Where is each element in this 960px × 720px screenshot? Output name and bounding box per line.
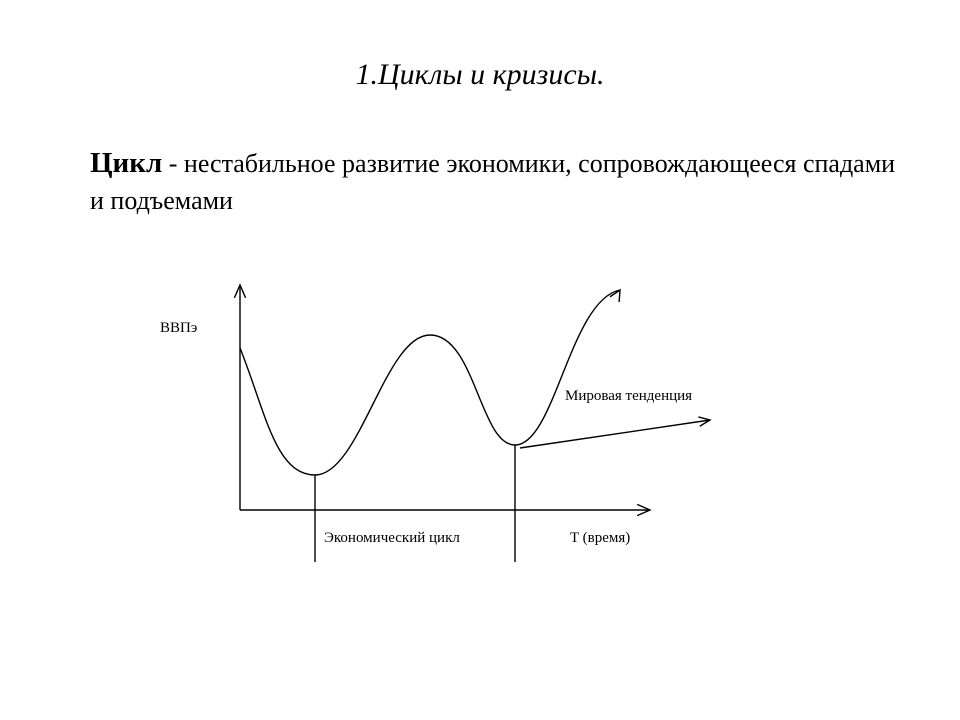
definition-term: Цикл <box>90 147 162 179</box>
economic-cycle-diagram: ВВПэ T (время) Мировая тенденция Экономи… <box>170 280 770 590</box>
x-axis-label: T (время) <box>570 530 630 547</box>
y-axis-label: ВВПэ <box>160 320 197 337</box>
definition-paragraph: Цикл - нестабильное развитие экономики, … <box>0 92 960 218</box>
definition-text: нестабильное развитие экономики, сопрово… <box>90 149 895 215</box>
definition-separator: - <box>162 149 184 178</box>
trend-line-label: Мировая тенденция <box>565 388 692 405</box>
diagram-svg <box>170 280 770 590</box>
cycle-span-label: Экономический цикл <box>324 530 460 547</box>
page-title: 1.Циклы и кризисы. <box>0 0 960 92</box>
